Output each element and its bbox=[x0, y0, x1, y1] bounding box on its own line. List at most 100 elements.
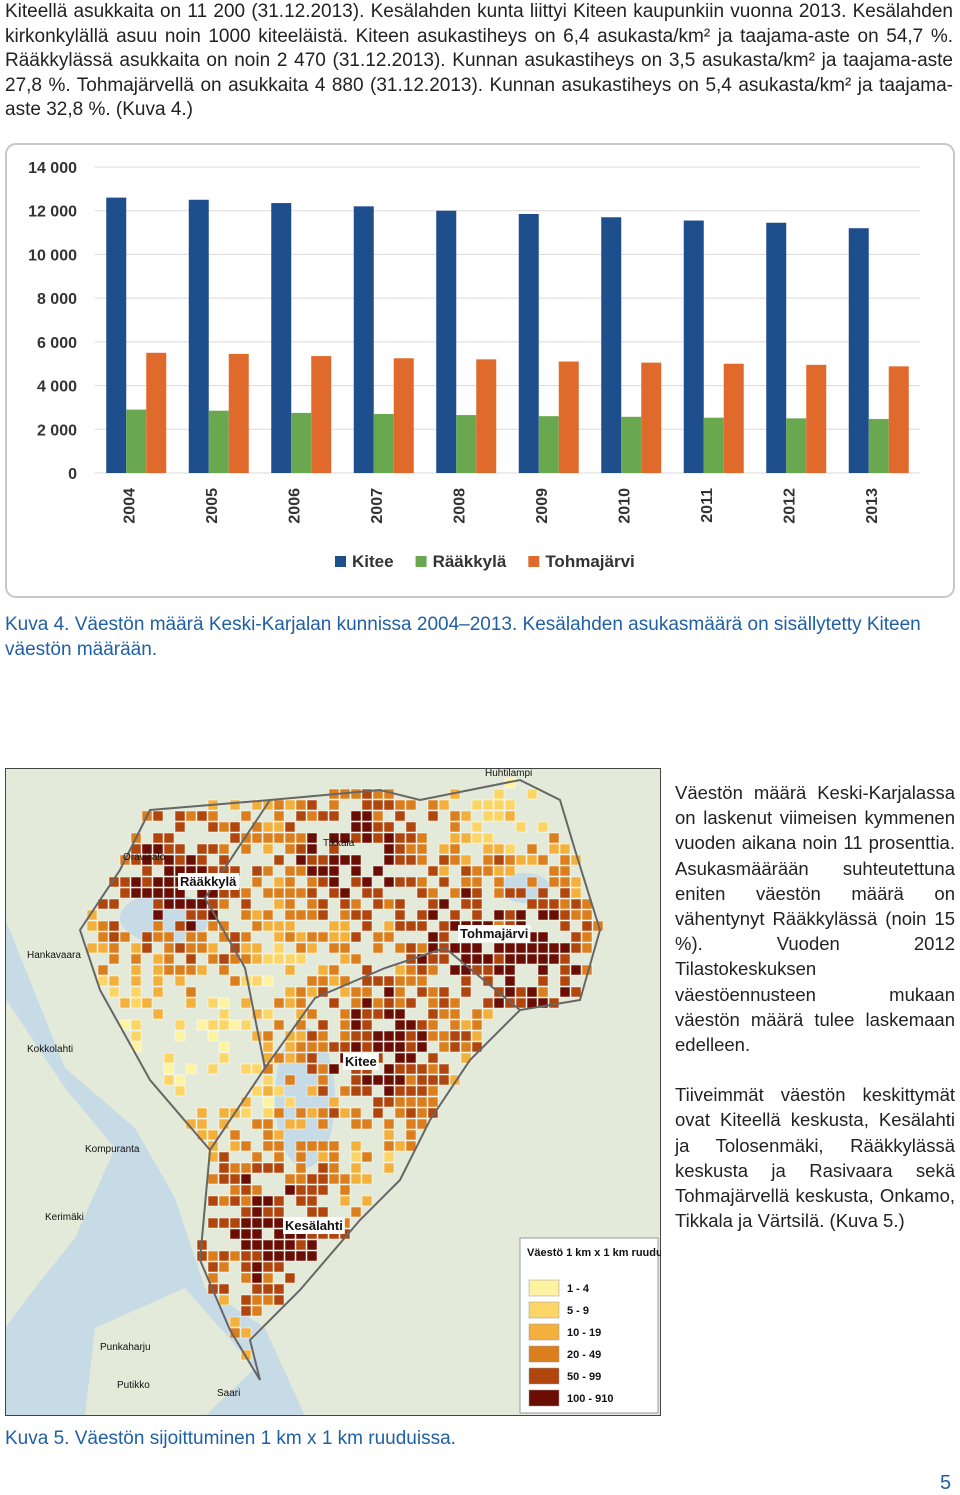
grid-cell bbox=[383, 1129, 395, 1141]
grid-cell bbox=[350, 1107, 362, 1119]
grid-cell bbox=[394, 876, 406, 888]
grid-cell bbox=[438, 1008, 450, 1020]
map-legend-title: Väestö 1 km x 1 km ruuduilla bbox=[527, 1247, 661, 1259]
grid-cell bbox=[306, 898, 318, 910]
grid-cell bbox=[581, 942, 593, 954]
grid-cell bbox=[306, 1052, 318, 1064]
grid-cell bbox=[229, 1195, 241, 1207]
grid-cell bbox=[306, 887, 318, 899]
grid-cell bbox=[306, 843, 318, 855]
grid-cell bbox=[526, 876, 538, 888]
legend-label: 5 - 9 bbox=[567, 1305, 589, 1317]
grid-cell bbox=[240, 1162, 252, 1174]
grid-cell bbox=[328, 876, 340, 888]
grid-cell bbox=[438, 986, 450, 998]
grid-cell bbox=[449, 942, 461, 954]
grid-cell bbox=[306, 986, 318, 998]
bar bbox=[558, 361, 579, 473]
bar bbox=[228, 353, 249, 473]
grid-cell bbox=[130, 854, 142, 866]
grid-cell bbox=[306, 909, 318, 921]
grid-cell bbox=[108, 942, 120, 954]
grid-cell bbox=[559, 920, 571, 932]
grid-cell bbox=[317, 1151, 329, 1163]
grid-cell bbox=[328, 854, 340, 866]
grid-cell bbox=[515, 997, 527, 1009]
grid-cell bbox=[493, 909, 505, 921]
grid-cell bbox=[163, 1052, 175, 1064]
grid-cell bbox=[361, 1118, 373, 1130]
grid-cell bbox=[251, 1261, 263, 1273]
legend-swatch bbox=[528, 1367, 560, 1385]
grid-cell bbox=[383, 1096, 395, 1108]
grid-cell bbox=[196, 909, 208, 921]
grid-cell bbox=[163, 1063, 175, 1075]
bar-chart: 0 2 000 4 000 6 000 8 000 10 000 12 000 14 000 2… bbox=[5, 143, 955, 598]
x-tick-label: 2004 bbox=[121, 488, 138, 524]
grid-cell bbox=[570, 986, 582, 998]
grid-cell bbox=[229, 1316, 241, 1328]
grid-cell bbox=[350, 986, 362, 998]
grid-cell bbox=[273, 1151, 285, 1163]
grid-cell bbox=[405, 1063, 417, 1075]
grid-cell bbox=[196, 843, 208, 855]
grid-cell bbox=[394, 810, 406, 822]
grid-cell bbox=[405, 821, 417, 833]
grid-cell bbox=[207, 1063, 219, 1075]
grid-cell bbox=[504, 909, 516, 921]
grid-cell bbox=[416, 964, 428, 976]
grid-cell bbox=[306, 1107, 318, 1119]
grid-cell bbox=[86, 920, 98, 932]
x-tick-label: 2006 bbox=[286, 488, 303, 524]
grid-cell bbox=[207, 1261, 219, 1273]
grid-cell bbox=[394, 1030, 406, 1042]
grid-cell bbox=[130, 986, 142, 998]
grid-cell bbox=[130, 876, 142, 888]
grid-cell bbox=[317, 854, 329, 866]
grid-cell bbox=[174, 843, 186, 855]
grid-cell bbox=[306, 1140, 318, 1152]
grid-cell bbox=[548, 832, 560, 844]
grid-cell bbox=[339, 1008, 351, 1020]
grid-cell bbox=[284, 1250, 296, 1262]
place-label: Punkaharju bbox=[100, 1342, 151, 1353]
grid-cell bbox=[460, 986, 472, 998]
grid-cell bbox=[174, 1085, 186, 1097]
grid-cell bbox=[273, 799, 285, 811]
grid-cell bbox=[416, 1096, 428, 1108]
bar bbox=[291, 412, 312, 473]
bar bbox=[766, 222, 787, 473]
grid-cell bbox=[108, 876, 120, 888]
grid-cell bbox=[295, 953, 307, 965]
grid-cell bbox=[394, 898, 406, 910]
grid-cell bbox=[284, 898, 296, 910]
grid-cell bbox=[416, 1030, 428, 1042]
grid-cell bbox=[449, 964, 461, 976]
grid-cell bbox=[251, 1118, 263, 1130]
grid-cell bbox=[229, 1162, 241, 1174]
grid-cell bbox=[317, 1019, 329, 1031]
grid-cell bbox=[295, 1184, 307, 1196]
grid-cell bbox=[284, 1052, 296, 1064]
grid-cell bbox=[273, 1140, 285, 1152]
bar bbox=[848, 228, 869, 473]
grid-cell bbox=[185, 964, 197, 976]
grid-cell bbox=[295, 854, 307, 866]
grid-cell bbox=[570, 931, 582, 943]
grid-cell bbox=[196, 964, 208, 976]
grid-cell bbox=[482, 953, 494, 965]
grid-cell bbox=[273, 1217, 285, 1229]
grid-cell bbox=[262, 1195, 274, 1207]
grid-cell bbox=[295, 1195, 307, 1207]
grid-cell bbox=[361, 1074, 373, 1086]
grid-cell bbox=[284, 997, 296, 1009]
grid-cell bbox=[273, 920, 285, 932]
grid-cell bbox=[372, 799, 384, 811]
grid-cell bbox=[240, 1261, 252, 1273]
grid-cell bbox=[427, 986, 439, 998]
grid-cell bbox=[504, 953, 516, 965]
grid-cell bbox=[207, 920, 219, 932]
grid-cell bbox=[240, 997, 252, 1009]
grid-cell bbox=[559, 953, 571, 965]
grid-cell bbox=[185, 898, 197, 910]
